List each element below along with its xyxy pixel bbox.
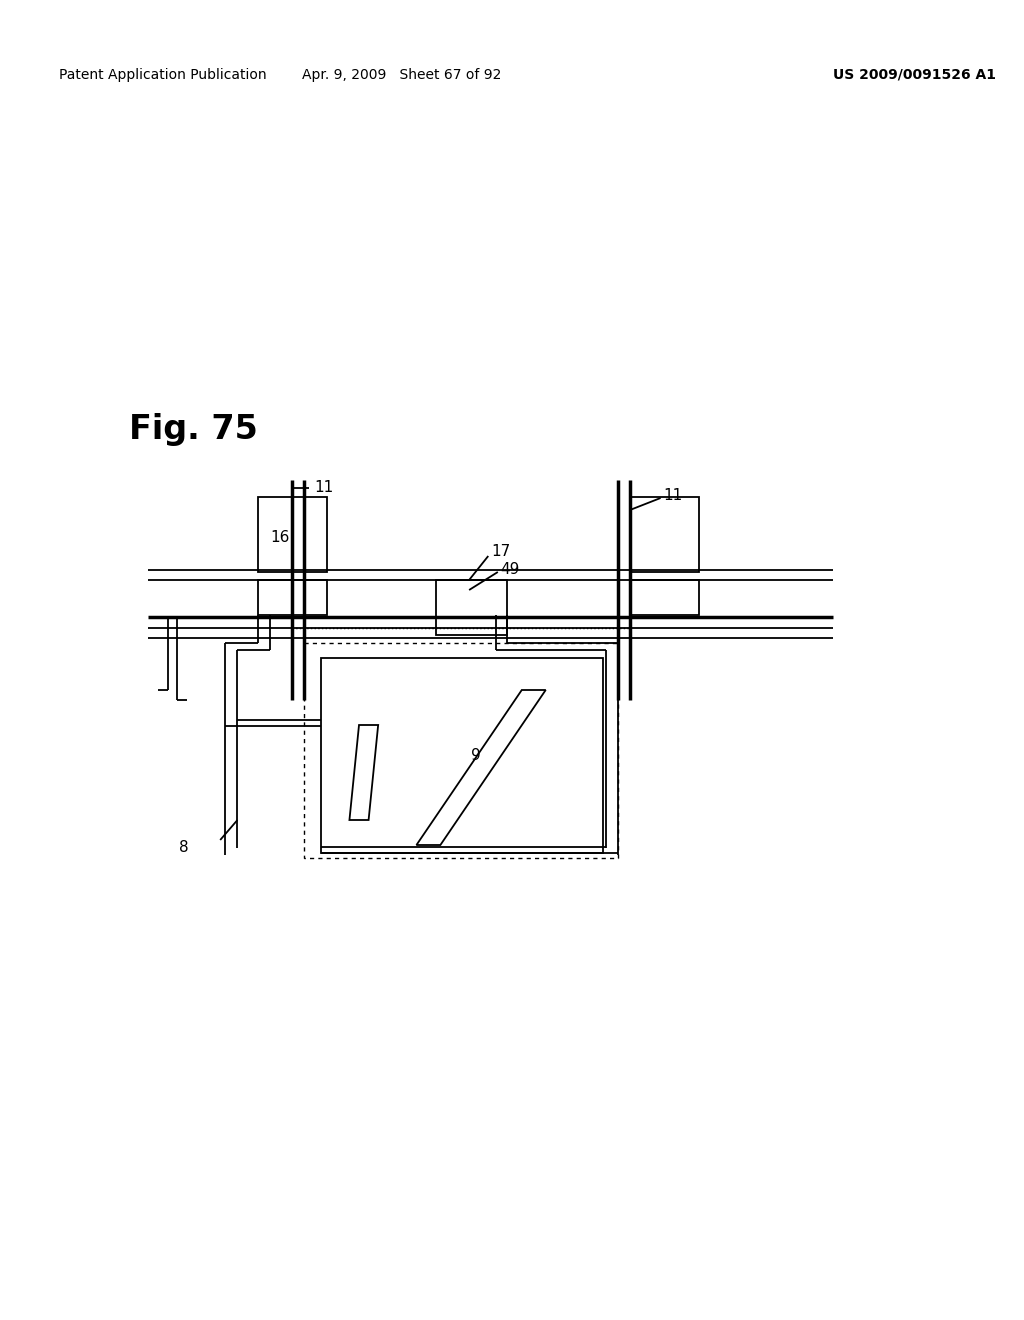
Bar: [630, 498, 699, 572]
Bar: [435, 579, 508, 635]
Bar: [258, 498, 328, 572]
Text: 8: 8: [179, 841, 188, 855]
Bar: [630, 579, 699, 615]
Text: 17: 17: [492, 544, 510, 558]
Bar: [304, 643, 617, 858]
Text: 11: 11: [664, 487, 683, 503]
Text: 9: 9: [471, 747, 480, 763]
Bar: [321, 657, 603, 853]
Text: Apr. 9, 2009   Sheet 67 of 92: Apr. 9, 2009 Sheet 67 of 92: [302, 69, 502, 82]
Text: US 2009/0091526 A1: US 2009/0091526 A1: [833, 69, 996, 82]
Text: Fig. 75: Fig. 75: [129, 413, 258, 446]
Text: 16: 16: [270, 529, 289, 544]
Text: 49: 49: [501, 561, 520, 577]
Bar: [258, 579, 328, 615]
Text: 11: 11: [314, 480, 333, 495]
Text: Patent Application Publication: Patent Application Publication: [59, 69, 267, 82]
